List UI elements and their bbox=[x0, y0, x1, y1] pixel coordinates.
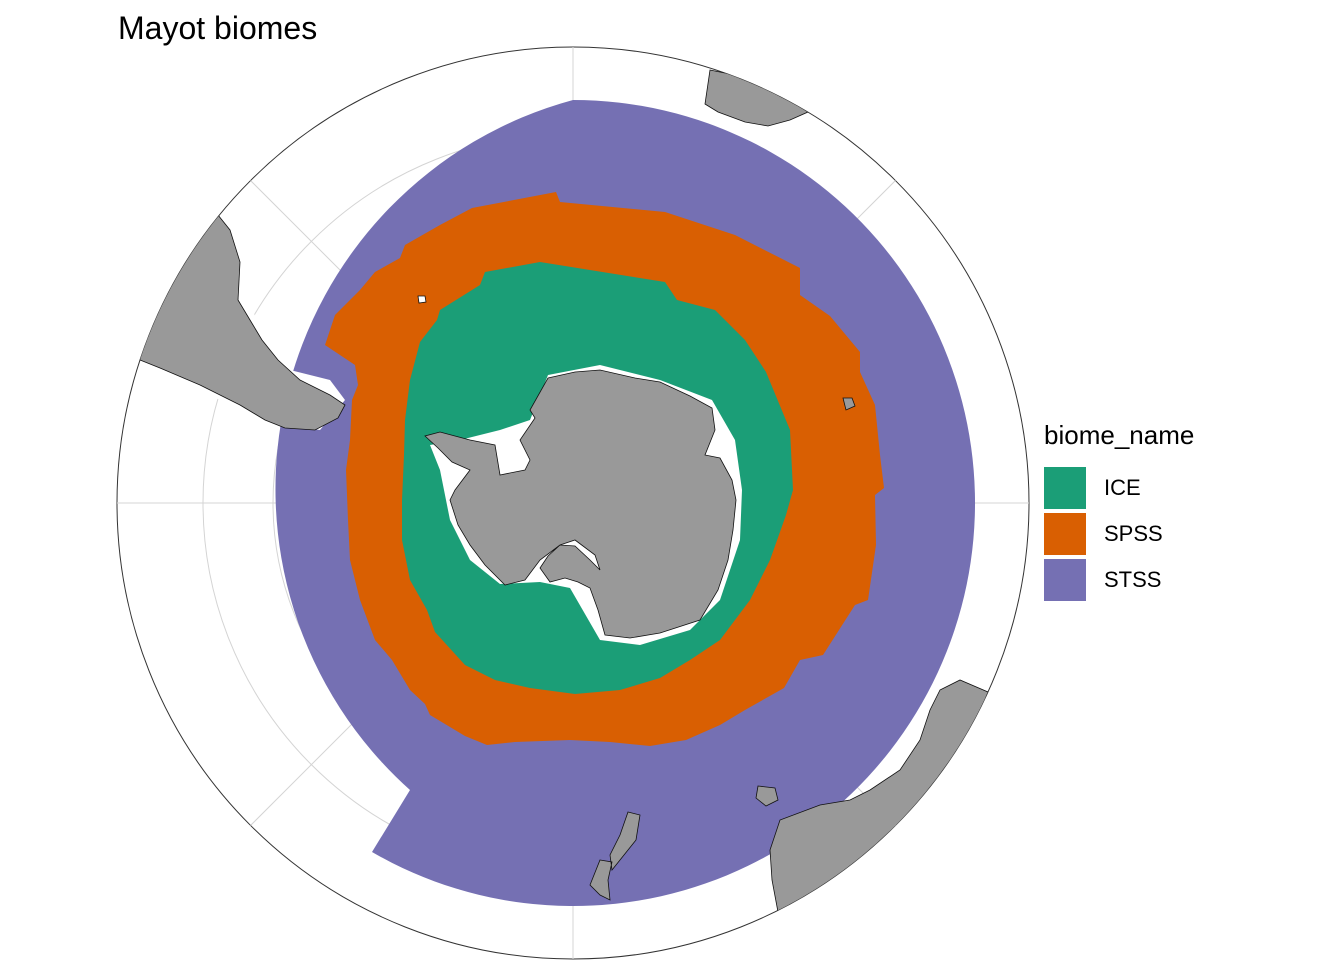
antarctica-landmass bbox=[424, 369, 737, 639]
new-zealand-landmass bbox=[589, 811, 641, 901]
legend-label-ice: ICE bbox=[1104, 475, 1141, 500]
map-title: Mayot biomes bbox=[118, 10, 318, 46]
kerguelen-island bbox=[842, 397, 856, 411]
tasmania-landmass bbox=[755, 785, 779, 807]
legend-swatch-stss bbox=[1044, 559, 1086, 601]
legend-swatch-spss bbox=[1044, 513, 1086, 555]
legend-label-spss: SPSS bbox=[1104, 521, 1163, 546]
legend-title: biome_name bbox=[1044, 420, 1195, 450]
south-georgia-island bbox=[417, 295, 427, 304]
legend-item-stss: STSS bbox=[1044, 557, 1194, 603]
legend-item-spss: SPSS bbox=[1044, 511, 1194, 557]
legend-swatch-ice bbox=[1044, 467, 1086, 509]
legend-label-stss: STSS bbox=[1104, 567, 1162, 592]
legend-item-ice: ICE bbox=[1044, 465, 1194, 511]
legend: biome_name ICE SPSS STSS bbox=[1044, 420, 1194, 603]
